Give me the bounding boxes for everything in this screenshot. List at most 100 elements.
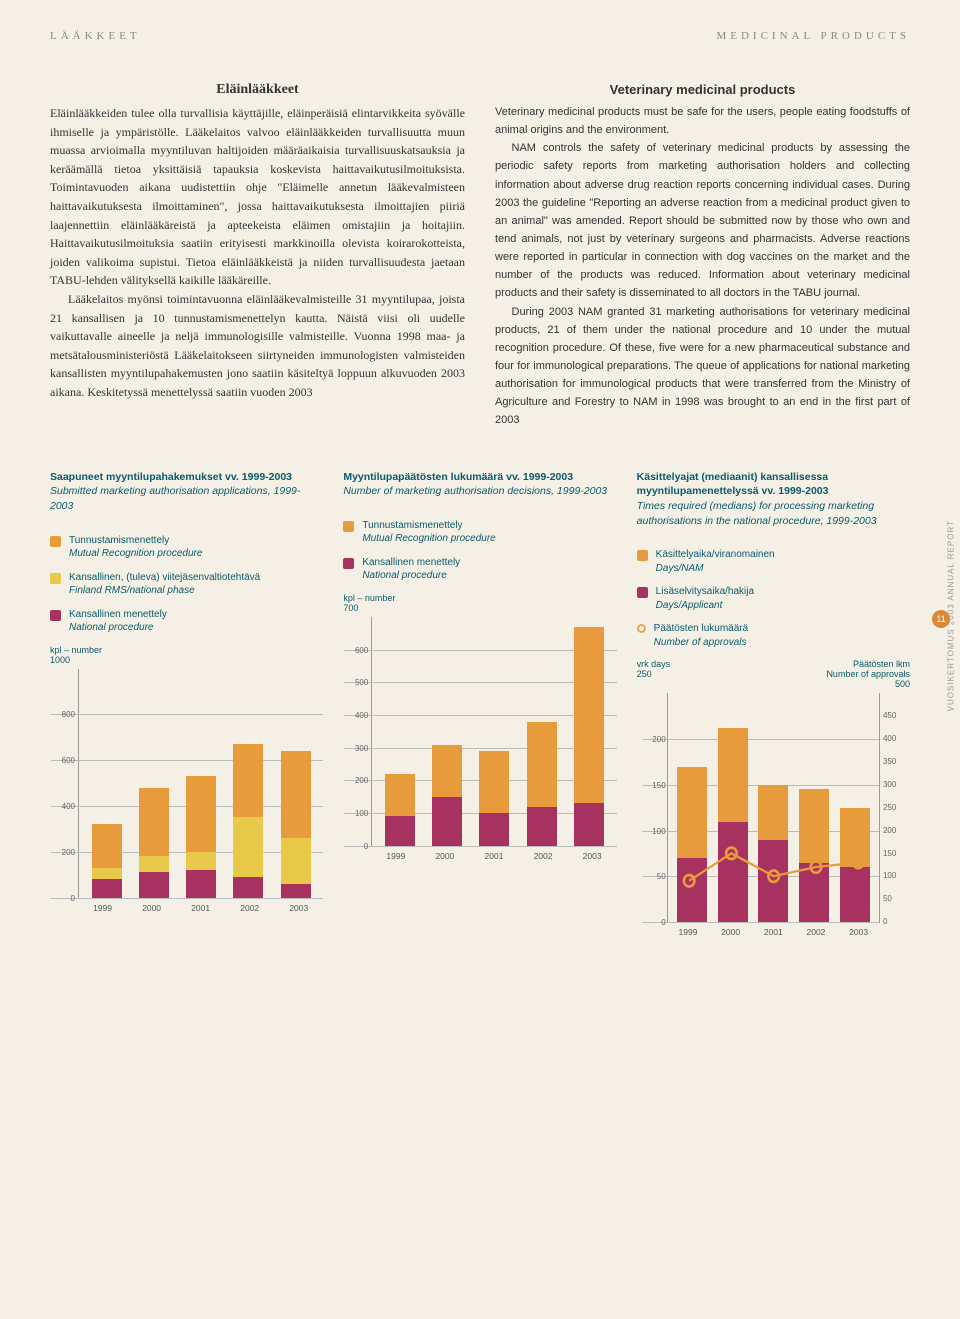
x-axis: 19992000200120022003 [667, 927, 880, 937]
bar-seg-orange [479, 751, 509, 813]
x-tick: 1999 [679, 927, 698, 937]
bar-group [233, 669, 263, 898]
y-right-tick: 0 [883, 917, 905, 926]
bar-group [186, 669, 216, 898]
bar-seg-yellow [233, 817, 263, 877]
bar-group [92, 669, 122, 898]
x-axis: 19992000200120022003 [371, 851, 616, 861]
left-title: Eläinlääkkeet [50, 82, 465, 98]
legend: TunnustamismenettelyMutual Recognition p… [50, 534, 323, 635]
bar-seg-yellow [281, 838, 311, 884]
bar-seg-orange [527, 722, 557, 807]
x-tick: 2003 [289, 903, 308, 913]
bar-group [432, 617, 462, 846]
bar-seg-orange [432, 745, 462, 797]
plot-area: 6005004003002001000 [371, 617, 616, 847]
bar-group [281, 669, 311, 898]
chart-1: Saapuneet myyntilupahakemukset vv. 1999-… [50, 470, 323, 938]
plot-area: 200150100500450400350300250200150100500 [667, 693, 880, 923]
legend-label: TunnustamismenettelyMutual Recognition p… [69, 534, 202, 561]
y-right-tick: 200 [883, 826, 905, 835]
y-right-tick: 50 [883, 894, 905, 903]
legend-swatch [343, 521, 354, 532]
y-axis-label: kpl – number700 [343, 593, 616, 613]
left-p2: Lääkelaitos myönsi toimintavuonna eläinl… [50, 290, 465, 402]
y-right-tick: 300 [883, 780, 905, 789]
right-title: Veterinary medicinal products [495, 82, 910, 97]
bar-seg-orange [139, 788, 169, 857]
x-tick: 2002 [240, 903, 259, 913]
bar-seg-magenta [527, 807, 557, 846]
x-tick: 2001 [191, 903, 210, 913]
chart-title: Myyntilupapäätösten lukumäärä vv. 1999-2… [343, 470, 616, 499]
legend-item: TunnustamismenettelyMutual Recognition p… [343, 519, 616, 546]
bar-group [574, 617, 604, 846]
x-tick: 2003 [583, 851, 602, 861]
bar-group [479, 617, 509, 846]
legend-label: Lisäselvitysaika/hakijaDays/Applicant [656, 585, 754, 612]
bar-group [527, 617, 557, 846]
line-overlay [668, 693, 879, 922]
legend-item: Lisäselvitysaika/hakijaDays/Applicant [637, 585, 910, 612]
chart-title: Käsittelyajat (mediaanit) kansallisessa … [637, 470, 910, 529]
x-tick: 2000 [435, 851, 454, 861]
right-p2: NAM controls the safety of veterinary me… [495, 139, 910, 302]
legend-swatch [50, 610, 61, 621]
y-right-tick: 450 [883, 711, 905, 720]
legend-label: Käsittelyaika/viranomainenDays/NAM [656, 548, 775, 575]
header-right: MEDICINAL PRODUCTS [716, 30, 910, 42]
legend-swatch [343, 558, 354, 569]
legend-item: Kansallinen menettelyNational procedure [50, 608, 323, 635]
bar-seg-orange [92, 824, 122, 868]
gridline: 0 [51, 898, 323, 899]
legend-item: Päätösten lukumääräNumber of approvals [637, 622, 910, 649]
chart-title: Saapuneet myyntilupahakemukset vv. 1999-… [50, 470, 323, 514]
legend-swatch [637, 550, 648, 561]
legend: TunnustamismenettelyMutual Recognition p… [343, 519, 616, 583]
gridline: 0 [642, 922, 879, 923]
y-right-tick: 150 [883, 849, 905, 858]
legend-label: Kansallinen, (tuleva) viitejäsenvaltiote… [69, 571, 260, 598]
x-tick: 2002 [806, 927, 825, 937]
legend-label: TunnustamismenettelyMutual Recognition p… [362, 519, 495, 546]
right-column: Veterinary medicinal products Veterinary… [495, 82, 910, 430]
right-p1: Veterinary medicinal products must be sa… [495, 103, 910, 139]
bar-seg-orange [574, 627, 604, 804]
x-tick: 2002 [534, 851, 553, 861]
legend-item: TunnustamismenettelyMutual Recognition p… [50, 534, 323, 561]
page-number: 11 [932, 610, 950, 628]
axis-titles: vrk days250Päätösten lkmNumber of approv… [637, 659, 910, 689]
chart-3: Käsittelyajat (mediaanit) kansallisessa … [637, 470, 910, 938]
x-tick: 2003 [849, 927, 868, 937]
bar-seg-magenta [385, 816, 415, 845]
bar-group [385, 617, 415, 846]
x-tick: 1999 [93, 903, 112, 913]
legend: Käsittelyaika/viranomainenDays/NAM Lisäse… [637, 548, 910, 649]
y-right-tick: 100 [883, 871, 905, 880]
bar-seg-magenta [92, 879, 122, 897]
bar-seg-orange [233, 744, 263, 817]
legend-label: Kansallinen menettelyNational procedure [362, 556, 460, 583]
bars [79, 669, 323, 898]
left-p1: Eläinlääkkeiden tulee olla turvallisia k… [50, 104, 465, 290]
bar-seg-yellow [186, 852, 216, 870]
charts-section: Saapuneet myyntilupahakemukset vv. 1999-… [50, 470, 910, 938]
page-header: LÄÄKKEET MEDICINAL PRODUCTS [50, 30, 910, 42]
legend-swatch [50, 536, 61, 547]
legend-swatch [50, 573, 61, 584]
bar-seg-orange [281, 751, 311, 838]
bar-seg-magenta [233, 877, 263, 898]
header-left: LÄÄKKEET [50, 30, 141, 42]
legend-swatch [637, 624, 646, 633]
body-columns: Eläinlääkkeet Eläinlääkkeiden tulee olla… [50, 82, 910, 430]
bar-seg-yellow [139, 856, 169, 872]
y-axis-label: kpl – number1000 [50, 645, 323, 665]
bar-seg-magenta [432, 797, 462, 846]
bar-seg-magenta [186, 870, 216, 897]
y-right-tick: 400 [883, 734, 905, 743]
x-tick: 2000 [721, 927, 740, 937]
legend-swatch [637, 587, 648, 598]
bar-seg-magenta [281, 884, 311, 898]
x-axis: 19992000200120022003 [78, 903, 323, 913]
gridline: 0 [344, 846, 616, 847]
